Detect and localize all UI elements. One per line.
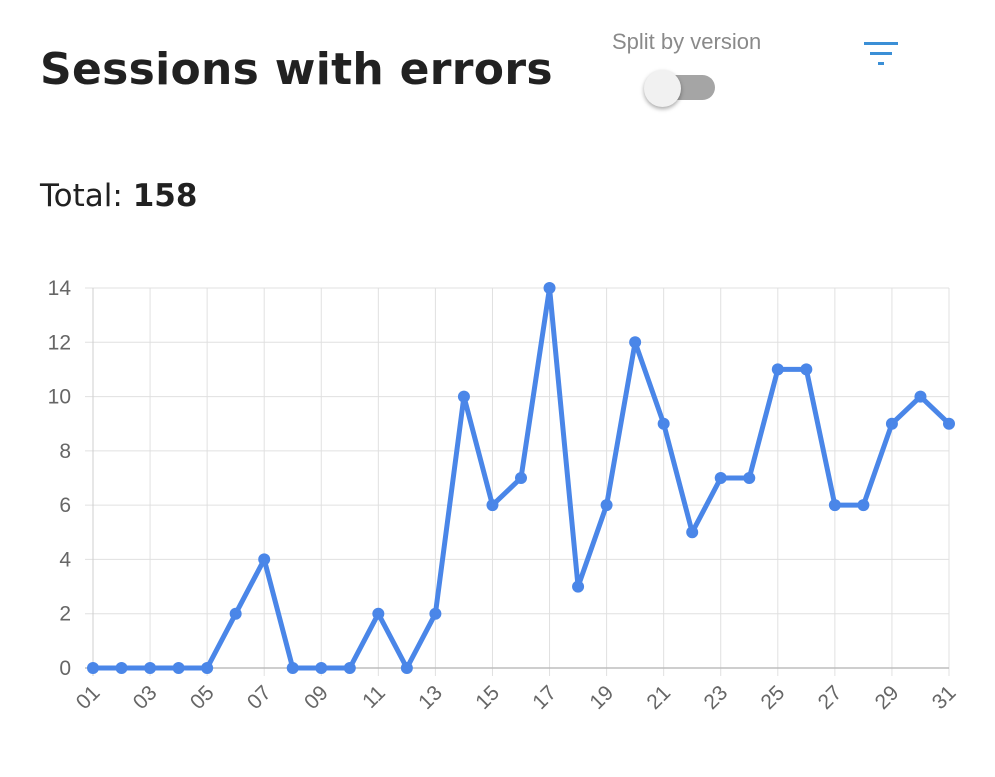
- data-point: [657, 417, 670, 430]
- data-point: [172, 662, 185, 674]
- x-tick-label: 03: [129, 681, 162, 714]
- data-point: [629, 336, 642, 349]
- x-tick-label: 09: [300, 681, 333, 714]
- data-point: [457, 390, 470, 403]
- y-tick-label: 0: [59, 657, 71, 680]
- data-point: [201, 662, 214, 674]
- data-point: [372, 607, 385, 620]
- data-point: [400, 662, 413, 674]
- x-tick-label: 15: [471, 681, 504, 714]
- data-point: [87, 662, 99, 674]
- data-point: [800, 363, 813, 376]
- data-point: [258, 553, 271, 566]
- data-point: [714, 472, 727, 484]
- data-point: [771, 363, 784, 376]
- y-tick-label: 14: [48, 277, 72, 300]
- grid: [85, 287, 950, 676]
- x-tick-label: 01: [72, 681, 105, 714]
- data-point: [144, 662, 157, 674]
- y-tick-label: 10: [48, 386, 71, 409]
- x-tick-label: 13: [414, 681, 447, 714]
- filter-icon-graphic: [864, 42, 898, 65]
- data-point: [686, 526, 699, 539]
- x-tick-label: 29: [871, 681, 904, 714]
- x-tick-label: 11: [358, 681, 390, 713]
- x-tick-label: 17: [528, 681, 561, 714]
- x-tick-label: 19: [585, 681, 618, 714]
- x-tick-label: 31: [928, 681, 961, 714]
- data-point: [943, 417, 955, 430]
- x-tick-label: 05: [186, 681, 219, 714]
- x-tick-label: 25: [757, 681, 790, 714]
- data-point: [229, 607, 242, 620]
- data-point: [543, 282, 556, 294]
- y-tick-label: 6: [59, 494, 71, 517]
- data-point: [486, 499, 499, 512]
- y-tick-label: 2: [59, 603, 71, 626]
- data-point: [315, 662, 328, 674]
- data-point: [743, 472, 756, 484]
- toggle-thumb[interactable]: [644, 70, 681, 107]
- x-tick-label: 21: [642, 681, 675, 714]
- total-summary: Total: 158: [40, 175, 197, 217]
- data-point: [828, 499, 841, 512]
- filter-icon[interactable]: [858, 38, 904, 72]
- page-title: Sessions with errors: [40, 44, 553, 95]
- x-tick-label: 27: [814, 681, 847, 714]
- data-point: [885, 417, 898, 430]
- data-point: [914, 390, 927, 403]
- data-point: [857, 499, 870, 512]
- split-by-version-label: Split by version: [612, 29, 762, 54]
- data-point: [115, 662, 128, 674]
- x-tick-label: 23: [699, 681, 732, 714]
- x-tick-label: 07: [243, 681, 276, 714]
- total-label: Total:: [40, 178, 123, 214]
- y-tick-label: 4: [59, 548, 71, 571]
- data-point: [572, 580, 585, 593]
- data-point: [286, 662, 299, 674]
- data-point: [343, 662, 356, 674]
- y-tick-label: 12: [48, 331, 71, 354]
- data-point: [429, 607, 442, 620]
- split-by-version-toggle[interactable]: [643, 68, 719, 110]
- data-point: [515, 472, 527, 484]
- y-tick-label: 8: [59, 440, 71, 463]
- data-point: [600, 499, 613, 512]
- total-value: 158: [132, 178, 198, 214]
